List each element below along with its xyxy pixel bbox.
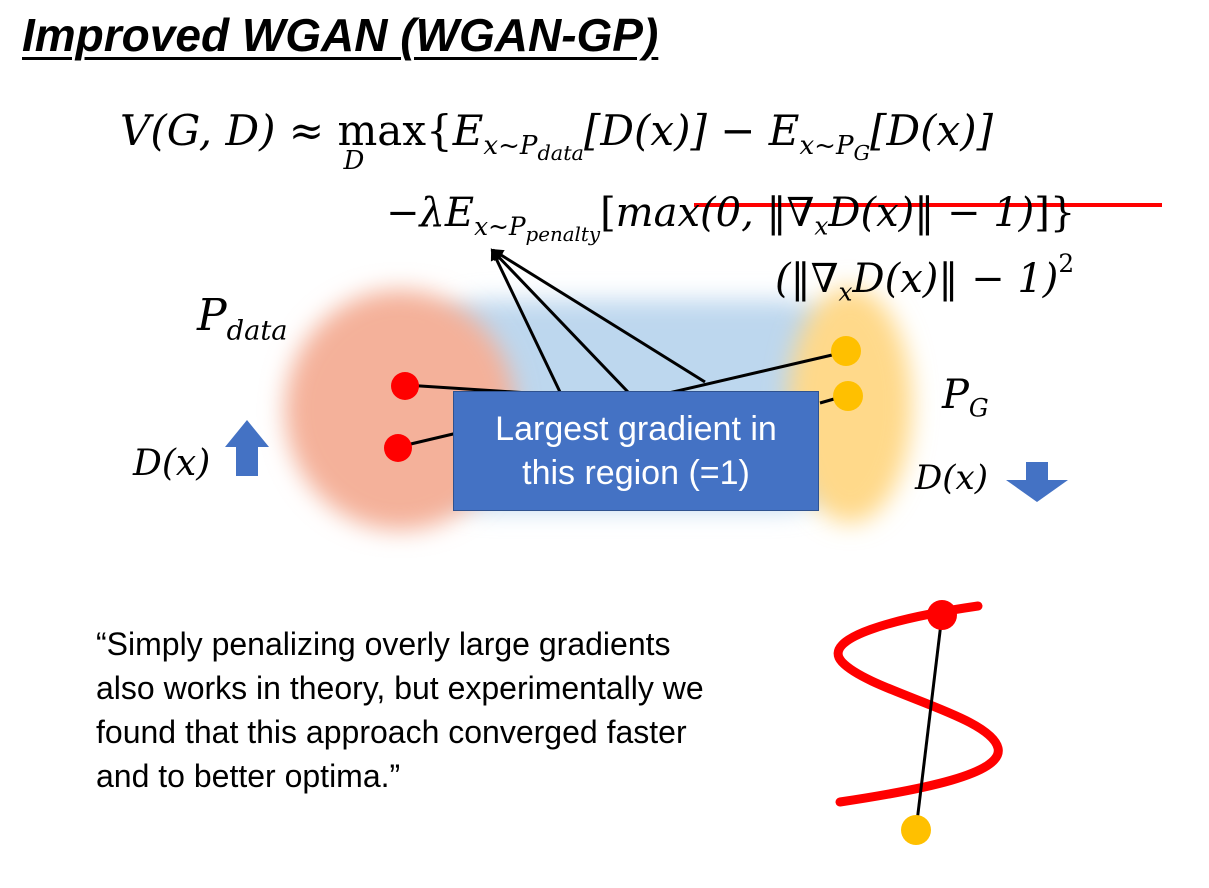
struck-penalty-term: max(0, ‖∇xD(x)‖ − 1) (615, 190, 1035, 241)
arrow-down-icon (1006, 462, 1068, 502)
gradient-callout: Largest gradient in this region (=1) (453, 391, 819, 511)
wavy-curve (833, 601, 1003, 807)
pointer-arrow (490, 248, 630, 394)
expectation-data: E (452, 106, 484, 155)
bracket-close: ]} (1034, 190, 1076, 236)
sample-connector-line (914, 614, 944, 831)
dx-right-label: D(x) (915, 458, 988, 498)
objective-line-2: −λEx~Ppenalty[max(0, ‖∇xD(x)‖ − 1)]} (386, 190, 1076, 246)
pdata-label: Pdata (197, 290, 288, 347)
approx-symbol: ≈ (288, 106, 325, 155)
bracket-open: [ (600, 190, 616, 236)
replacement-penalty-term: (‖∇xD(x)‖ − 1)2 (775, 249, 1075, 307)
arrow-up-icon (225, 420, 269, 476)
pointer-arrow (491, 248, 706, 384)
callout-line-1: Largest gradient in (495, 410, 777, 448)
callout-line-2: this region (=1) (522, 454, 750, 492)
expectation-generated-body: [D(x)] (870, 106, 994, 155)
penalty-expectation: −λE (386, 190, 475, 236)
generated-sample-point (831, 336, 861, 366)
generated-sample-point (833, 381, 863, 411)
expectation-data-body: [D(x)] − (583, 106, 756, 155)
objective-line-1: V(G, D) ≈ max D {Ex~Pdata[D(x)] − Ex~PG[D(… (120, 106, 994, 176)
expectation-generated: E (768, 106, 800, 155)
generated-sample-point (901, 815, 931, 845)
open-brace: { (426, 106, 453, 155)
max-operator: max D (337, 106, 427, 176)
max-subscript: D (343, 146, 365, 176)
pointer-arrow (490, 248, 562, 393)
connector-line (659, 350, 846, 397)
real-sample-point (384, 434, 412, 462)
real-sample-point (927, 600, 957, 630)
real-sample-point (391, 372, 419, 400)
paper-quote: “Simply penalizing overly large gradient… (96, 626, 704, 794)
value-function: V(G, D) (120, 106, 276, 155)
page-title: Improved WGAN (WGAN-GP) (22, 9, 659, 61)
dx-left-label: D(x) (133, 443, 211, 484)
pg-label: PG (942, 372, 989, 423)
